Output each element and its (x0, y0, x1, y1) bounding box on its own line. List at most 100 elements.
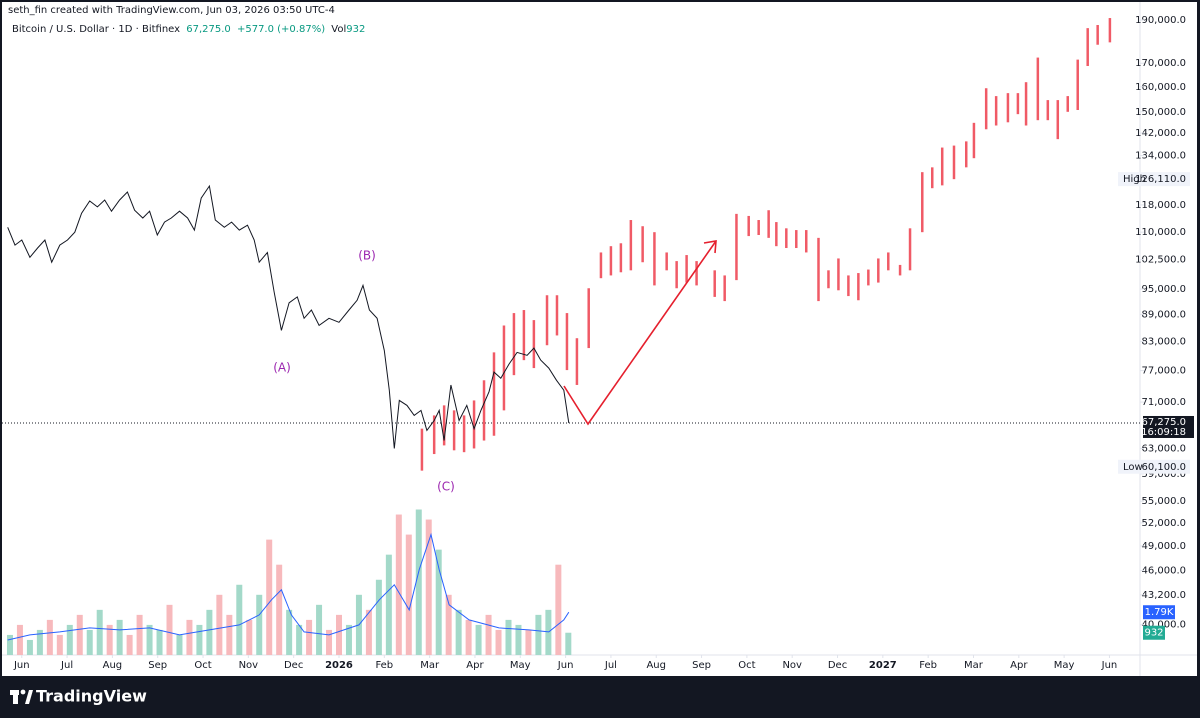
volume-bar (116, 619, 123, 655)
price-line (7, 184, 570, 449)
last-price: 67,275.0 (186, 24, 231, 35)
volume-bar (335, 614, 342, 655)
x-tick-label: Jun (1101, 660, 1118, 671)
low-label: 60,100.0 (1141, 462, 1186, 473)
volume-bar (445, 594, 452, 655)
volume-bar (46, 619, 53, 655)
volume-bar (86, 629, 93, 655)
y-tick-label: 55,000.0 (1141, 496, 1186, 507)
volume-bar (455, 609, 462, 655)
x-tick-label: Jul (604, 660, 617, 671)
volume-bar (6, 634, 13, 655)
x-tick-label: Apr (1010, 660, 1028, 671)
volume-bar (26, 639, 33, 655)
y-tick-label: 52,000.0 (1141, 518, 1186, 529)
volume-bar (505, 619, 512, 655)
logo-mark (20, 689, 26, 695)
volume-bar (296, 624, 303, 655)
x-tick-label: Feb (375, 660, 393, 671)
x-tick-label: May (1054, 660, 1075, 671)
x-tick-label: Apr (466, 660, 484, 671)
logo: TradingView (10, 687, 147, 706)
volume-bar (126, 634, 133, 655)
chart-canvas (2, 2, 1197, 676)
y-tick-label: 89,000.0 (1141, 309, 1186, 320)
x-tick-label: Oct (738, 660, 755, 671)
x-tick-label: Dec (284, 660, 303, 671)
volume-bar (96, 609, 103, 655)
y-tick-label: 63,000.0 (1141, 443, 1186, 454)
x-tick-label: Sep (692, 660, 711, 671)
x-tick-label: Oct (194, 660, 211, 671)
plot: 190,000.0 170,000.0 160,000.0 150,000.0 142,… (2, 15, 1194, 671)
y-tick-label: 102,500.0 (1135, 255, 1186, 266)
x-tick-label: Mar (420, 660, 440, 671)
volume-bar (326, 629, 333, 655)
x-tick-label: Jul (60, 660, 73, 671)
volume-ma-label: 1.79K (1145, 607, 1174, 618)
y-tick-label: 160,000.0 (1135, 82, 1186, 93)
y-tick-label: 110,000.0 (1135, 227, 1186, 238)
volume-bar (156, 629, 163, 655)
x-tick-label: Aug (103, 660, 123, 671)
volume-bar (36, 629, 43, 655)
y-tick-label: 150,000.0 (1135, 107, 1186, 118)
volume-bar (136, 614, 143, 655)
y-tick-label: 46,000.0 (1141, 566, 1186, 577)
volume-bar (395, 514, 402, 655)
y-tick-label: 83,000.0 (1141, 336, 1186, 347)
volume-bar (306, 619, 313, 655)
low-text: Low (1123, 462, 1143, 473)
logo-mark (25, 690, 33, 704)
y-tick-label: 190,000.0 (1135, 15, 1186, 26)
legend: Bitcoin / U.S. Dollar · 1D · Bitfinex 67… (12, 24, 365, 35)
y-tick-label: 40,000.0 (1141, 620, 1186, 631)
change: +577.0 (+0.87%) (237, 24, 325, 35)
volume-bar (256, 594, 263, 655)
volume-bar (246, 619, 253, 655)
high-badge (1118, 172, 1190, 187)
x-tick-label: 2027 (869, 660, 897, 671)
x-tick-label: Dec (828, 660, 847, 671)
volume-bar (425, 519, 432, 655)
wave-label: (B) (358, 249, 376, 263)
volume-bar (495, 629, 502, 655)
y-tick-label: 95,000.0 (1141, 284, 1186, 295)
volume-bar (415, 509, 422, 655)
volume-bar (435, 549, 442, 655)
volume-value: 932 (346, 24, 365, 35)
volume-bar (345, 624, 352, 655)
volume-badge (1143, 625, 1165, 640)
wave-label: (A) (273, 361, 291, 375)
volume-ma-badge (1143, 605, 1175, 620)
x-tick-label: Jun (13, 660, 30, 671)
volume-bar (146, 624, 153, 655)
x-tick-label: 2026 (325, 660, 353, 671)
credit: seth_fin created with TradingView.com, J… (8, 5, 335, 16)
y-tick-label: 71,000.0 (1141, 397, 1186, 408)
y-tick-label: 118,000.0 (1135, 200, 1186, 211)
y-tick-label: 77,000.0 (1141, 366, 1186, 377)
volume-bar (535, 614, 542, 655)
x-tick-label: Feb (919, 660, 937, 671)
arrow-head (703, 240, 717, 254)
volume-bar (236, 584, 243, 655)
volume-bar (385, 554, 392, 655)
volume-bar (405, 534, 412, 655)
price-badge (1143, 415, 1194, 438)
symbol: Bitcoin / U.S. Dollar · 1D · Bitfinex (12, 24, 180, 35)
volume-bar (375, 579, 382, 655)
x-tick-label: Aug (646, 660, 666, 671)
high-text: High (1123, 174, 1146, 185)
wave-label: (C) (437, 480, 455, 494)
volume-bar (365, 609, 372, 655)
volume-bar (266, 539, 273, 655)
volume-badge-label: 932 (1144, 628, 1163, 639)
x-tick-label: Jun (557, 660, 574, 671)
low-badge (1118, 459, 1190, 474)
volume-bar (66, 624, 73, 655)
volume-bar (276, 564, 283, 655)
volume-bar (525, 629, 532, 655)
projection-arrow (563, 240, 717, 426)
volume-bar (56, 634, 63, 655)
